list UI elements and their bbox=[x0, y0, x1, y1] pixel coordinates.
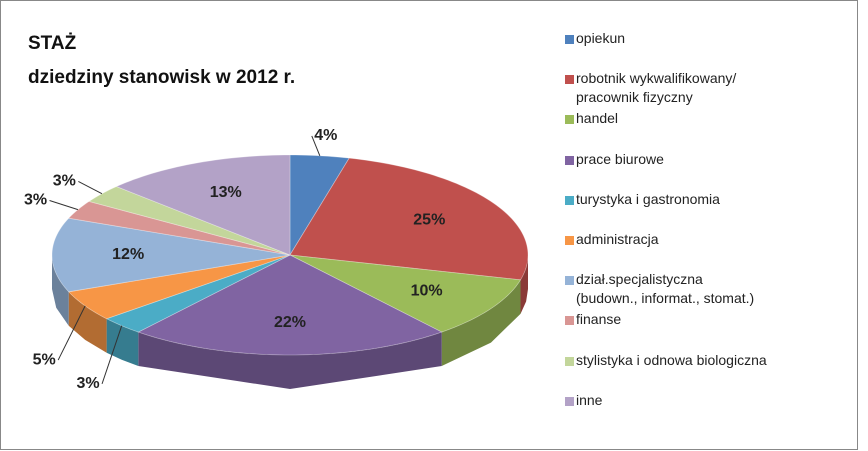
data-label: 22% bbox=[274, 314, 306, 331]
legend-swatch bbox=[565, 236, 574, 245]
legend-swatch bbox=[565, 155, 574, 165]
data-label: 13% bbox=[210, 184, 242, 201]
legend-label: inne bbox=[576, 391, 603, 408]
data-label: 3% bbox=[53, 173, 76, 190]
legend-label: handel bbox=[576, 110, 619, 127]
legend-label: robotnik wykwalifikowany/ pracownik fizy… bbox=[576, 70, 737, 106]
legend-swatch bbox=[565, 316, 574, 326]
slice bbox=[289, 154, 350, 257]
leader-line bbox=[311, 135, 321, 156]
slice-side bbox=[68, 291, 107, 353]
legend-swatch bbox=[565, 356, 574, 366]
data-label: 12% bbox=[112, 246, 144, 263]
legend-label: prace biurowe bbox=[576, 150, 664, 167]
slice-side bbox=[441, 279, 521, 367]
legend-label: finanse bbox=[576, 311, 622, 328]
data-label: 10% bbox=[411, 283, 443, 300]
data-label: 3% bbox=[24, 192, 47, 209]
legend-swatch bbox=[565, 276, 574, 286]
slice-side bbox=[52, 255, 69, 326]
legend-label: turystyka i gastronomia bbox=[576, 190, 720, 207]
legend-label: opiekun bbox=[576, 30, 626, 46]
leader-line bbox=[49, 200, 79, 211]
slice bbox=[51, 217, 291, 293]
slice-side bbox=[520, 255, 528, 314]
legend-swatch bbox=[565, 115, 574, 125]
chart-subtitle: dziedziny stanowisk w 2012 r. bbox=[28, 67, 295, 88]
legend-swatch bbox=[565, 396, 574, 406]
slice bbox=[289, 157, 529, 281]
leader-line bbox=[57, 305, 86, 361]
slice bbox=[289, 254, 522, 333]
legend-swatch bbox=[565, 35, 574, 44]
data-label: 3% bbox=[76, 375, 99, 392]
slice bbox=[115, 154, 291, 256]
leader-line bbox=[78, 181, 103, 195]
slice bbox=[105, 254, 291, 333]
slice bbox=[137, 254, 443, 356]
data-label: 25% bbox=[413, 212, 445, 229]
slice-side bbox=[106, 318, 139, 367]
chart-title: STAŻ bbox=[28, 33, 77, 54]
slice-side bbox=[138, 332, 442, 389]
legend-label: administracja bbox=[576, 231, 659, 247]
leader-line bbox=[101, 325, 123, 385]
legend-swatch bbox=[565, 75, 574, 85]
data-label: 5% bbox=[33, 351, 56, 368]
legend-label: dział.specjalistyczna (budown., informat… bbox=[576, 271, 755, 307]
data-label: 4% bbox=[314, 127, 337, 144]
legend-swatch bbox=[565, 195, 574, 205]
legend-label: stylistyka i odnowa biologiczna bbox=[576, 351, 767, 368]
slice bbox=[67, 254, 291, 320]
